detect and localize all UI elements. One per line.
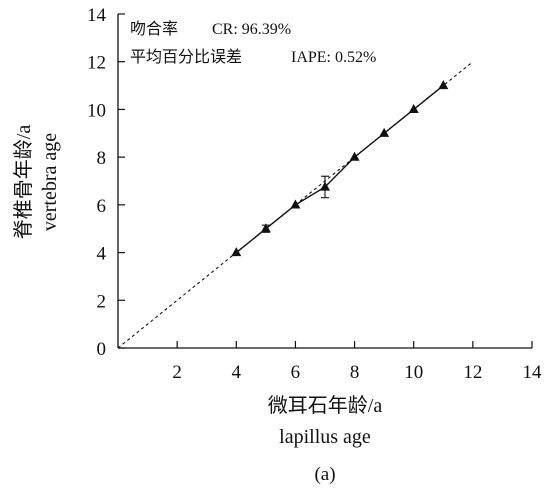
y-axis-title-cn: 脊椎骨年龄/a [12,125,35,240]
x-tick-label: 8 [350,362,360,383]
y-axis-title-en: vertebra age [39,133,61,231]
axes [117,14,532,349]
data-point-triangle [408,104,419,114]
y-tick-label: 12 [87,53,106,74]
data-point-triangle [320,181,330,191]
data-point-triangle [379,127,390,137]
x-axis-title-en: lapillus age [279,426,371,448]
x-tick-label: 14 [523,362,543,383]
data-point-triangle [438,80,449,90]
data-point-triangle [290,199,301,209]
x-tick-label: 2 [172,362,182,383]
ticks-group: 0 2 4 6 8 10 12 14 2 4 6 8 10 12 14 [87,5,542,383]
annotation-cr-en: CR: 96.39% [212,21,291,38]
x-tick-label: 4 [232,362,242,383]
data-point-triangle [349,151,360,161]
annotation-iape-en: IAPE: 0.52% [291,49,376,66]
figure-sublabel: (a) [314,464,335,485]
y-tick-label: 2 [97,291,107,312]
x-tick-label: 12 [463,362,482,383]
y-tick-label: 10 [87,100,106,121]
series-group [231,80,449,257]
series-line [235,85,444,254]
y-tick-label: 4 [97,244,107,265]
x-tick-label: 6 [291,362,301,383]
y-tick-label: 8 [97,148,107,169]
y-tick-label: 14 [87,5,107,26]
y-tick-label: 6 [97,196,107,217]
data-point-triangle [260,223,271,233]
annotation-cr-cn: 吻合率 [130,20,178,38]
y-tick-label: 0 [97,339,107,360]
x-tick-label: 10 [404,362,423,383]
x-axis-title-cn: 微耳石年龄/a [268,394,383,417]
data-point-triangle [231,247,242,257]
annotation-iape-cn: 平均百分比误差 [130,48,242,66]
